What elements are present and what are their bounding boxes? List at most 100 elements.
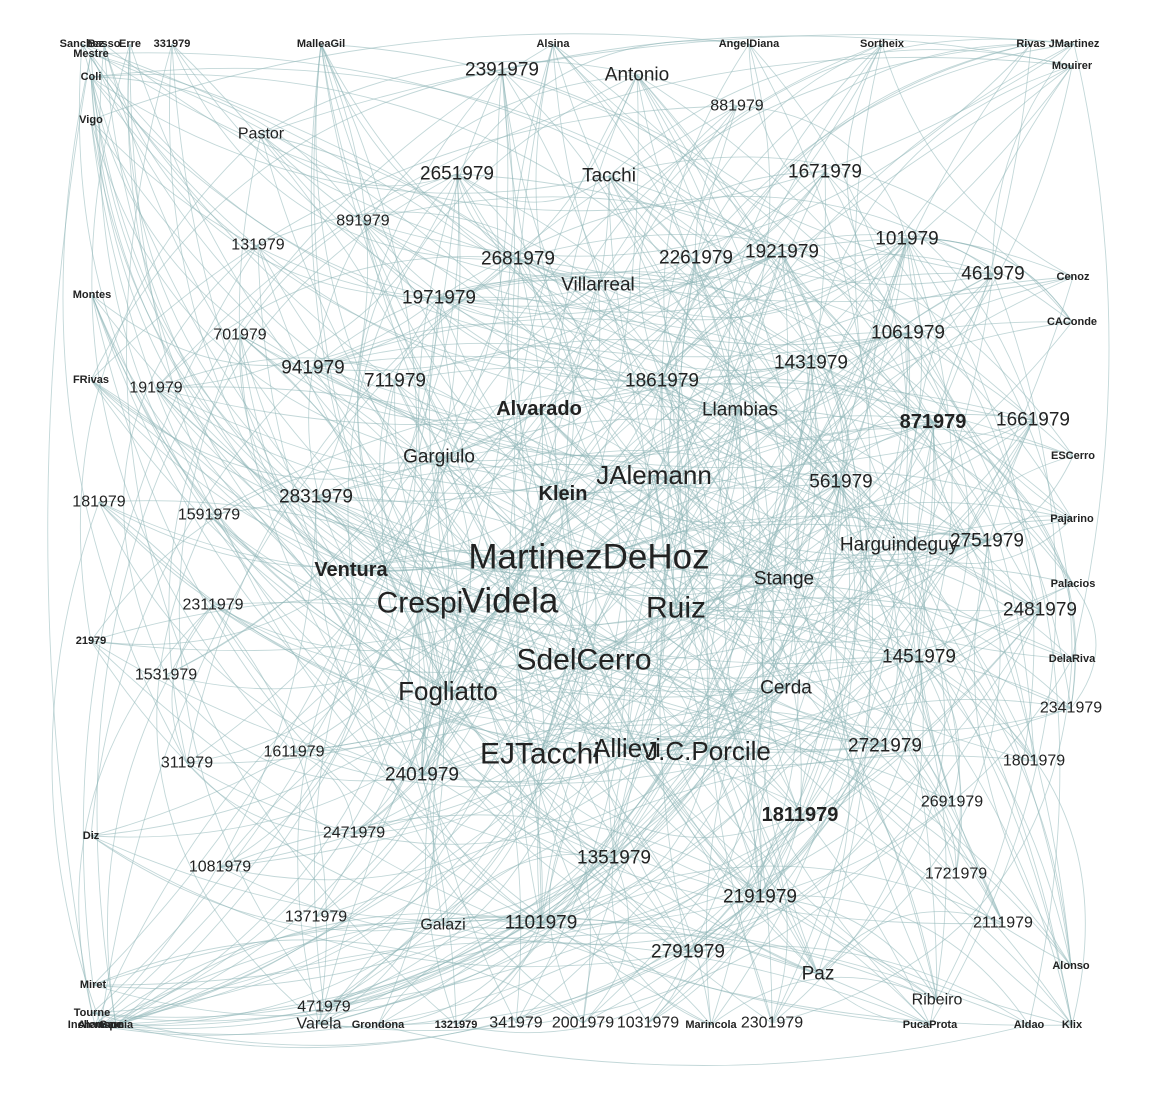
node-label-21979: 21979: [76, 635, 107, 647]
edge: [687, 540, 988, 953]
node-label-341979: 341979: [489, 1015, 542, 1032]
edge: [846, 43, 909, 334]
edge: [418, 456, 517, 1024]
node-label-1721979: 1721979: [925, 866, 987, 883]
edge: [171, 43, 741, 411]
edge: [219, 419, 1034, 868]
edge: [516, 43, 689, 953]
edge: [515, 258, 628, 1024]
node-label-871979: 871979: [900, 411, 967, 433]
edge: [323, 556, 590, 1008]
node-label-caconde: CAConde: [1047, 316, 1097, 328]
edge: [583, 659, 801, 816]
node-label-2471979: 2471979: [323, 825, 385, 842]
edge: [94, 276, 1074, 1026]
node-label-alsina: Alsina: [536, 38, 570, 50]
edge: [705, 421, 934, 1026]
edge: [661, 380, 842, 483]
node-label-2391979: 2391979: [465, 60, 539, 81]
node-label-2301979: 2301979: [741, 1015, 803, 1032]
edge: [239, 334, 761, 898]
edge: [318, 251, 789, 1025]
node-label-941979: 941979: [281, 358, 344, 379]
node-label-cenoz: Cenoz: [1057, 271, 1091, 283]
edge: [832, 43, 1032, 1001]
edge: [687, 656, 920, 953]
node-label-inchauspe: Inchauspe: [68, 1019, 122, 1031]
edge: [626, 43, 1075, 749]
node-label-angeldiana: AngelDiana: [719, 38, 780, 50]
edge: [597, 171, 826, 286]
edge: [456, 173, 1073, 1026]
node-label-1661979: 1661979: [996, 410, 1070, 431]
edge: [155, 256, 519, 389]
edge: [126, 43, 457, 1026]
edge: [168, 173, 458, 764]
edge: [90, 493, 564, 837]
edge: [293, 421, 934, 753]
edge: [608, 175, 994, 285]
edge: [438, 297, 1073, 1026]
edge: [323, 659, 585, 1008]
edge: [320, 43, 886, 747]
edge: [51, 501, 102, 1026]
edge: [973, 419, 1072, 967]
edge: [613, 481, 842, 859]
edge: [501, 69, 1035, 762]
node-label-alvarado: Alvarado: [496, 398, 582, 420]
edge: [103, 43, 1074, 303]
edge: [906, 238, 1073, 323]
edge: [94, 922, 542, 1036]
edge: [90, 119, 1041, 612]
edge: [98, 501, 327, 1025]
edge: [91, 294, 931, 1026]
edge: [810, 65, 1073, 364]
edge: [455, 474, 667, 1026]
edge: [315, 382, 1034, 498]
node-label-311979: 311979: [161, 755, 213, 772]
edge: [92, 687, 787, 990]
node-label-1351979: 1351979: [577, 848, 651, 869]
edge: [90, 33, 750, 121]
edge: [517, 258, 1035, 762]
edge: [92, 173, 458, 986]
edge: [653, 474, 1072, 967]
edge: [208, 383, 1074, 516]
edge: [661, 380, 947, 1026]
edge: [748, 43, 909, 546]
edge: [456, 173, 1034, 421]
edge: [824, 171, 876, 483]
edge: [91, 294, 421, 604]
edge: [107, 604, 214, 1026]
edge: [707, 750, 788, 1024]
edge: [538, 408, 938, 1001]
edge: [92, 419, 1034, 986]
edge: [323, 578, 785, 1008]
edge: [785, 332, 911, 689]
edge: [212, 604, 615, 859]
edge: [318, 922, 542, 1028]
edge: [90, 76, 314, 369]
edge: [155, 65, 1073, 426]
edge: [906, 65, 1073, 924]
edge: [90, 609, 1041, 784]
edge: [320, 43, 934, 423]
edge: [597, 38, 1075, 286]
node-label-331979: 331979: [154, 38, 191, 50]
node-label-delariva: DelaRiva: [1049, 653, 1096, 665]
edge: [736, 105, 908, 240]
edge: [297, 408, 540, 1025]
edge: [362, 43, 1032, 257]
node-label-2651979: 2651979: [420, 164, 494, 185]
edge: [419, 602, 591, 1024]
edge: [78, 43, 449, 692]
edge: [127, 43, 449, 692]
node-label-1971979: 1971979: [402, 288, 476, 309]
edge: [315, 496, 931, 1026]
edge: [552, 43, 1072, 967]
edge: [79, 133, 262, 642]
edge: [675, 413, 1034, 609]
edge: [171, 43, 519, 260]
edge: [501, 69, 1072, 967]
edge: [507, 43, 761, 898]
